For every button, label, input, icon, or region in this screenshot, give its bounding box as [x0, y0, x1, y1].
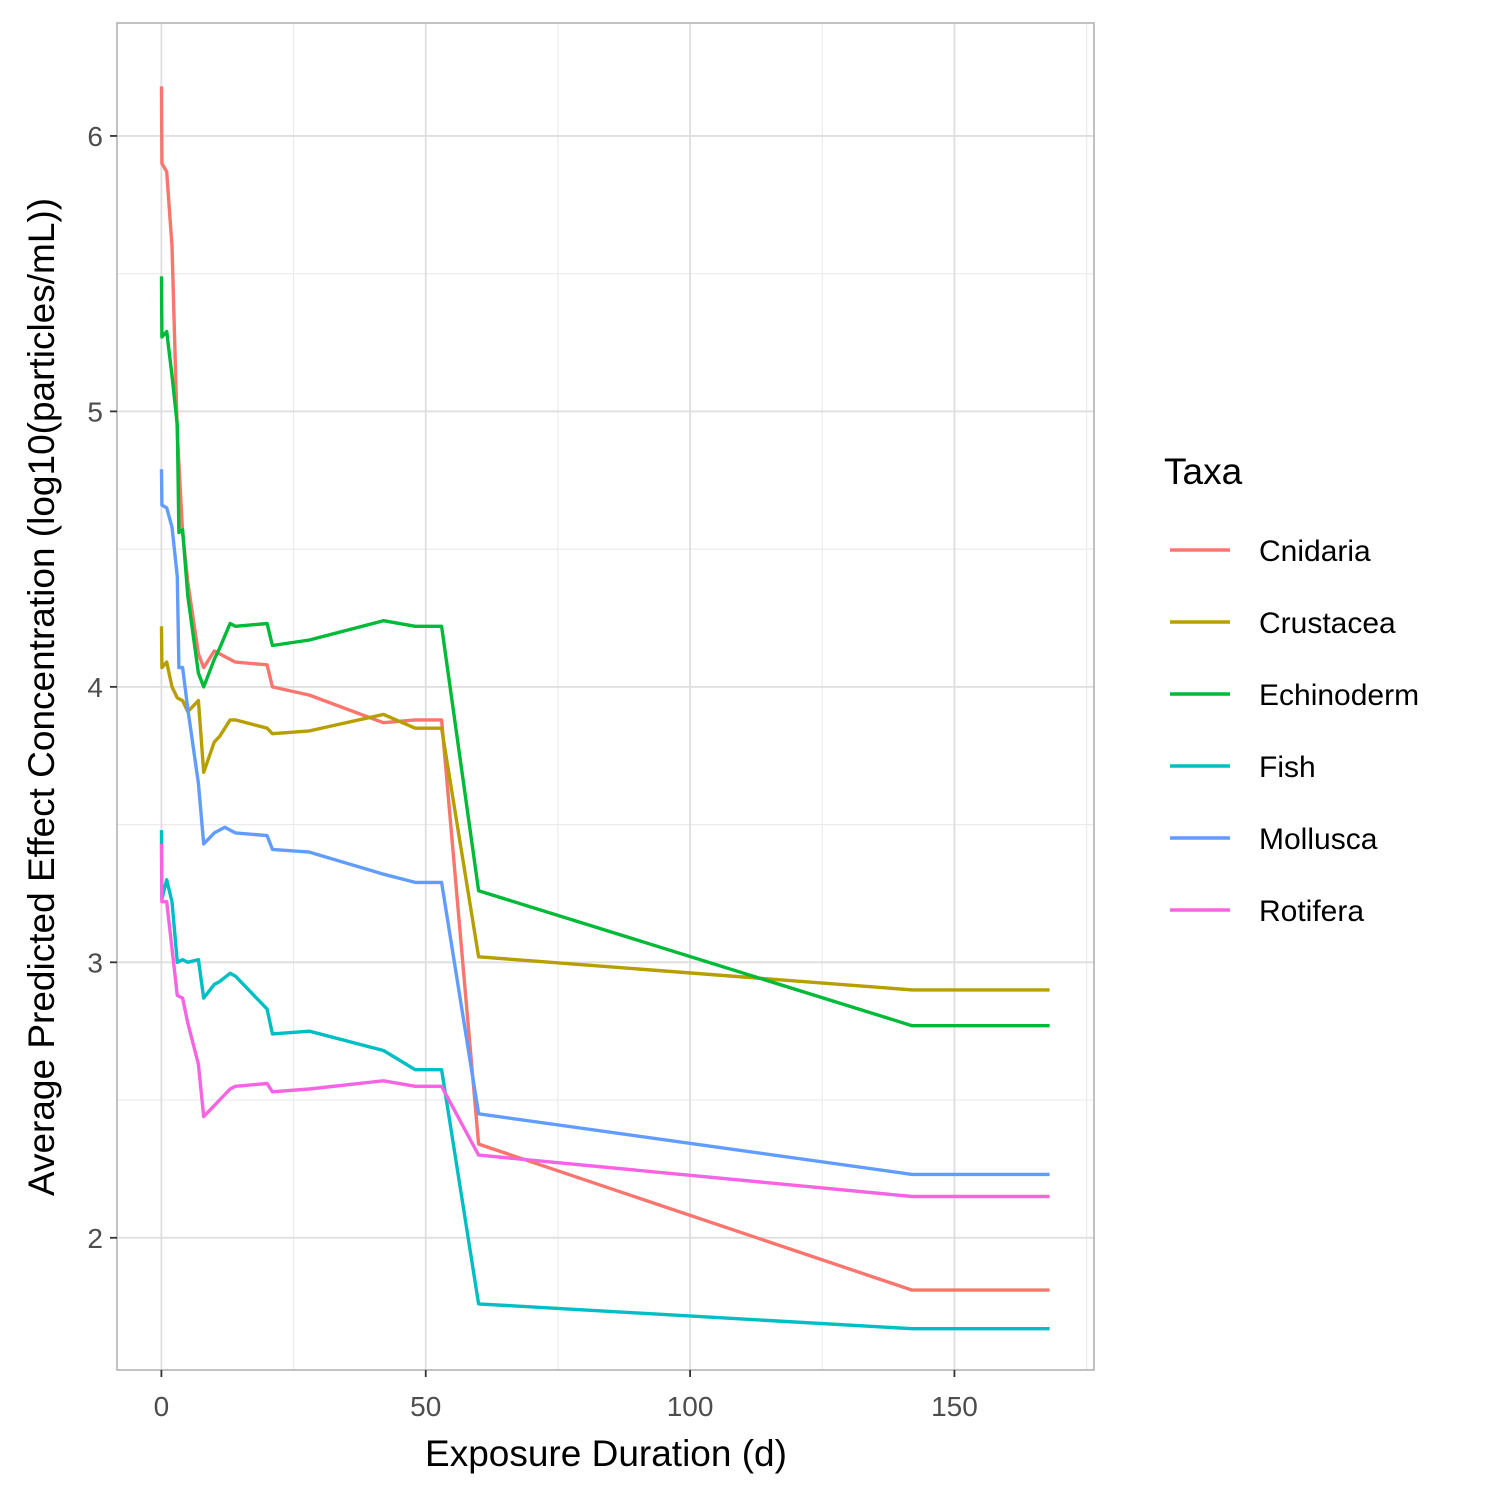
legend-label: Mollusca: [1259, 823, 1378, 856]
x-tick-label: 0: [154, 1391, 170, 1422]
legend-item-rotifera: Rotifera: [1170, 895, 1364, 928]
y-tick-label: 4: [87, 672, 103, 703]
y-tick-label: 5: [87, 396, 103, 427]
plot-panel-border: [116, 22, 1095, 1371]
legend-label: Crustacea: [1259, 607, 1396, 640]
legend-item-mollusca: Mollusca: [1170, 823, 1378, 856]
y-tick-label: 6: [87, 121, 103, 152]
x-tick-label: 50: [410, 1391, 441, 1422]
legend-label: Fish: [1259, 751, 1316, 784]
series-lines: [159, 86, 1050, 1331]
y-tick-label: 2: [87, 1223, 103, 1254]
x-tick-label: 150: [931, 1391, 978, 1422]
legend-label: Cnidaria: [1259, 535, 1371, 568]
x-tick-label: 100: [667, 1391, 714, 1422]
series-line-crustacea: [159, 626, 1050, 992]
legend: Taxa Cnidaria Crustacea Echinoderm Fish Moll…: [1164, 451, 1419, 928]
legend-item-echinoderm: Echinoderm: [1170, 679, 1419, 712]
series-line-echinoderm: [159, 276, 1050, 1028]
legend-items: Cnidaria Crustacea Echinoderm Fish Mollusca R…: [1170, 535, 1419, 928]
legend-item-crustacea: Crustacea: [1170, 607, 1396, 640]
legend-item-fish: Fish: [1170, 751, 1316, 784]
series-line-mollusca: [159, 469, 1050, 1177]
legend-title: Taxa: [1164, 451, 1243, 492]
legend-label: Echinoderm: [1259, 679, 1419, 712]
major-gridlines: [117, 23, 1094, 1370]
series-line-cnidaria: [159, 86, 1050, 1292]
y-tick-label: 3: [87, 947, 103, 978]
x-axis-title: Exposure Duration (d): [425, 1433, 787, 1474]
series-line-rotifera: [159, 843, 1050, 1199]
y-axis-title: Average Predicted Effect Concentration (…: [21, 198, 62, 1196]
minor-gridlines: [117, 23, 1094, 1370]
legend-item-cnidaria: Cnidaria: [1170, 535, 1371, 568]
legend-label: Rotifera: [1259, 895, 1364, 928]
y-axis-ticks: 2 3 4 5 6: [87, 121, 117, 1254]
x-axis-ticks: 0 50 100 150: [154, 1370, 978, 1422]
series-line-fish: [159, 830, 1050, 1331]
